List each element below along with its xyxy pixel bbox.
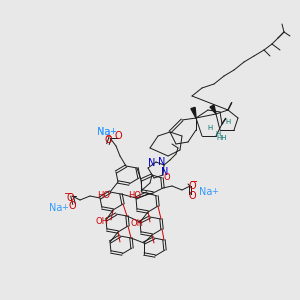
- Text: Na: Na: [199, 187, 213, 197]
- Text: −: −: [190, 177, 198, 187]
- Text: Na: Na: [97, 127, 111, 137]
- Text: +: +: [61, 203, 68, 212]
- Text: HO: HO: [98, 191, 110, 200]
- Text: O: O: [66, 193, 74, 203]
- Text: +: +: [110, 128, 116, 136]
- Text: Na: Na: [97, 127, 111, 137]
- Text: H: H: [215, 131, 220, 137]
- Polygon shape: [191, 107, 196, 118]
- Text: O: O: [114, 131, 122, 141]
- Text: +: +: [212, 188, 218, 196]
- Text: O: O: [68, 201, 76, 211]
- Text: O: O: [104, 135, 112, 145]
- Text: OH: OH: [95, 218, 109, 226]
- Text: OH: OH: [130, 220, 143, 229]
- Text: O: O: [188, 191, 196, 201]
- Text: +: +: [110, 128, 116, 136]
- Text: HO: HO: [128, 191, 142, 200]
- Text: Na: Na: [49, 203, 63, 213]
- Text: H: H: [225, 119, 231, 125]
- Polygon shape: [210, 105, 216, 114]
- Text: −: −: [105, 134, 111, 140]
- Text: HH: HH: [217, 135, 227, 141]
- Text: H: H: [207, 125, 213, 131]
- Text: N: N: [158, 157, 166, 167]
- Text: O: O: [188, 181, 196, 191]
- Text: O: O: [164, 172, 170, 182]
- Text: N: N: [148, 158, 156, 168]
- Text: −: −: [64, 189, 72, 199]
- Text: N: N: [161, 167, 169, 177]
